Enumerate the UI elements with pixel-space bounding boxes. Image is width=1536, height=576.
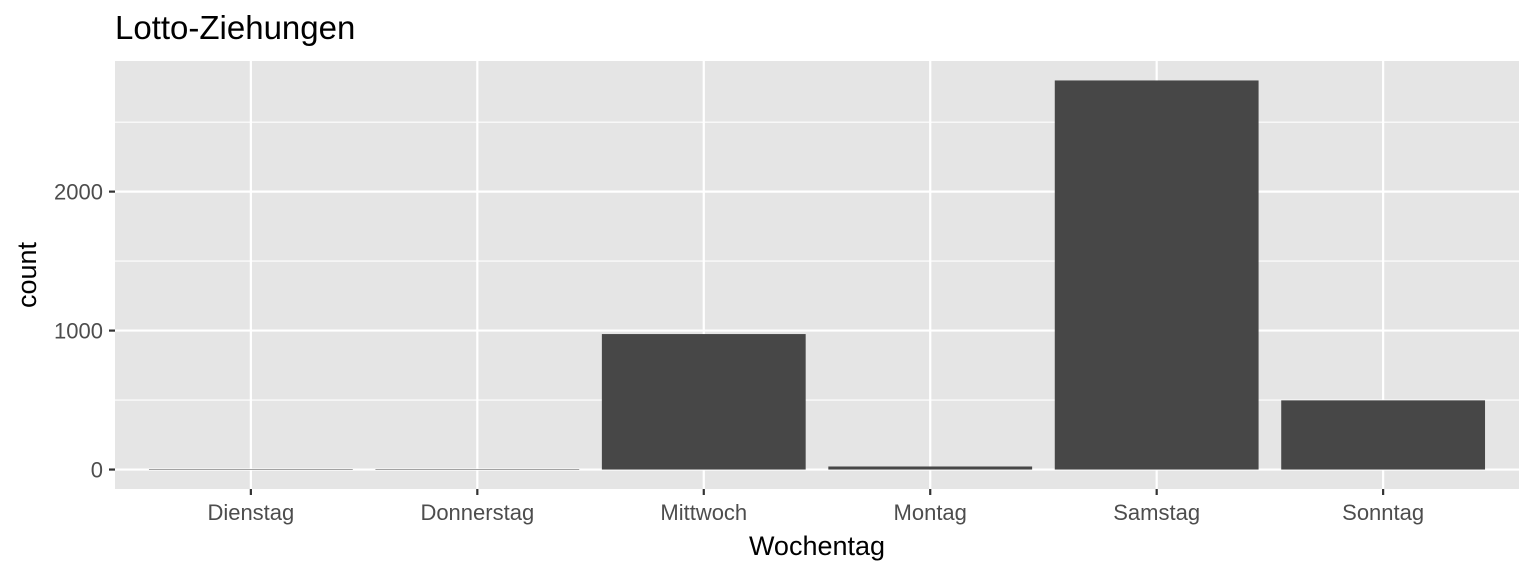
x-tick-label: Dienstag [207,500,294,525]
bar-mittwoch [601,334,806,470]
x-axis-title: Wochentag [749,531,885,561]
bars [148,80,1486,470]
chart-title: Lotto-Ziehungen [115,9,355,46]
x-tick-label: Mittwoch [660,500,747,525]
bar-sonntag [1281,400,1486,470]
x-tick-label: Sonntag [1342,500,1424,525]
bar-dienstag [148,469,353,470]
y-tick-label: 0 [91,458,103,483]
x-tick-label: Montag [894,500,967,525]
bar-donnerstag [375,469,580,470]
x-axis: Dienstag Donnerstag Mittwoch Montag Samstag S… [207,489,1424,525]
bar-montag [828,466,1033,470]
x-tick-label: Samstag [1113,500,1200,525]
y-tick-label: 2000 [54,180,103,205]
y-axis: 0 1000 2000 [54,180,115,483]
y-axis-title: count [12,241,42,308]
bar-samstag [1054,80,1259,470]
x-tick-label: Donnerstag [420,500,534,525]
y-tick-label: 1000 [54,319,103,344]
